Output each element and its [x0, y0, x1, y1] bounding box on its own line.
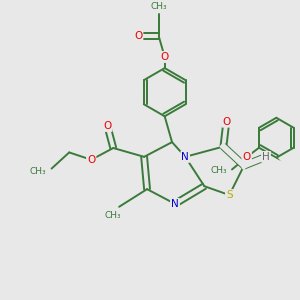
Text: O: O	[103, 121, 112, 131]
Text: O: O	[243, 152, 251, 162]
Text: S: S	[226, 190, 232, 200]
Text: N: N	[171, 199, 179, 209]
Text: CH₃: CH₃	[105, 211, 122, 220]
Text: H: H	[262, 152, 270, 162]
Text: O: O	[87, 155, 95, 165]
Text: N: N	[171, 199, 179, 209]
Text: O: O	[134, 32, 142, 41]
Text: CH₃: CH₃	[151, 2, 167, 11]
Text: O: O	[222, 117, 230, 127]
Text: O: O	[222, 117, 230, 127]
Text: O: O	[103, 121, 112, 131]
Text: O: O	[160, 52, 169, 62]
Text: O: O	[134, 32, 142, 41]
Text: N: N	[182, 152, 189, 162]
Text: CH₃: CH₃	[211, 167, 228, 176]
Text: S: S	[226, 190, 232, 200]
Text: O: O	[243, 152, 251, 162]
Text: CH₃: CH₃	[29, 167, 46, 176]
Text: O: O	[160, 52, 169, 62]
Text: N: N	[182, 152, 189, 162]
Text: O: O	[87, 155, 95, 165]
Text: H: H	[262, 152, 270, 162]
